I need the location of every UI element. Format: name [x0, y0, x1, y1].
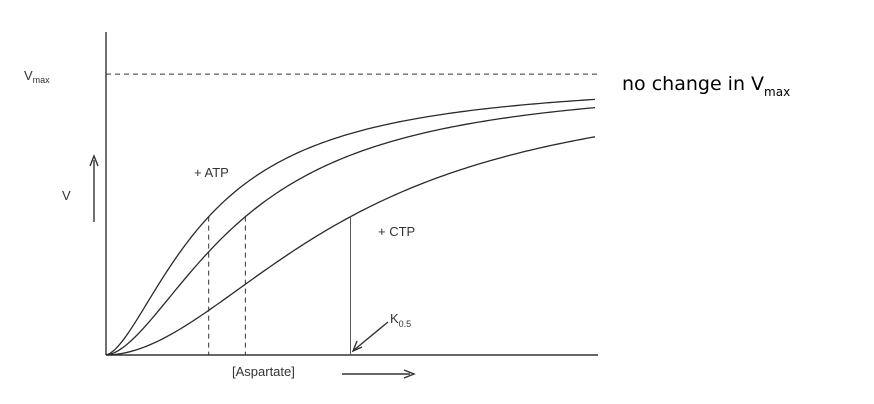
vmax-axis-label: Vmax [24, 68, 50, 85]
x-axis-arrowhead [403, 369, 416, 379]
k05-pointer-line [353, 321, 389, 351]
y-axis-label: V [62, 188, 71, 203]
curves-group [105, 98, 596, 356]
vmax-note: no change in Vmax [622, 73, 790, 99]
series-label-ctp: + CTP [378, 224, 415, 239]
axes [105, 32, 598, 356]
curve-1 [105, 98, 596, 356]
curve-3 [105, 136, 596, 356]
series-label-atp: + ATP [194, 165, 229, 180]
y-axis-arrowhead [89, 154, 99, 167]
k05-markers-group [208, 216, 351, 355]
curve-2 [105, 106, 596, 356]
k05-pointer-arrowhead [351, 340, 363, 353]
x-axis-label: [Aspartate] [232, 364, 295, 379]
k05-annotation: K0.5 [390, 311, 411, 329]
